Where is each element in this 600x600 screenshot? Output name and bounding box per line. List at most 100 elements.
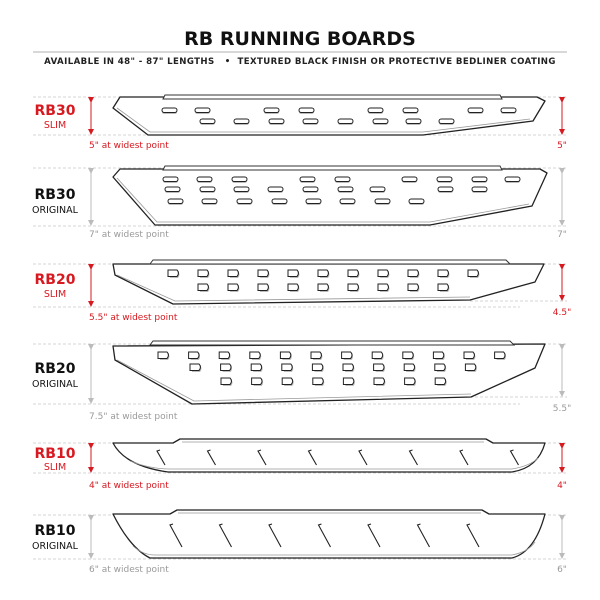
board-slot (401, 176, 418, 182)
board-tread-slash (367, 523, 381, 548)
board-slot (347, 269, 359, 277)
board-slot (249, 351, 261, 359)
page-title: RB RUNNING BOARDS (184, 28, 416, 50)
widest-point-label: 7" at widest point (89, 230, 169, 240)
board-slot (404, 377, 416, 385)
board-tread-slash (358, 449, 368, 466)
board-slot (464, 363, 477, 371)
board-slot (271, 198, 288, 204)
board-slot (334, 176, 351, 182)
board-tread-slash (408, 449, 418, 466)
end-width-label: 4.5" (553, 308, 571, 318)
board-tread-slash (466, 523, 480, 548)
board-outline (112, 168, 548, 226)
board-slot (369, 186, 386, 192)
variant-label: SLIM (44, 289, 66, 300)
board-slot (471, 176, 488, 182)
widest-point-label: 5" at widest point (89, 141, 169, 151)
board-outline (112, 438, 546, 473)
board-slot (407, 269, 419, 277)
board-slot (367, 107, 384, 113)
board-slot (310, 351, 322, 359)
board-slot (189, 363, 201, 371)
board-slot (317, 283, 329, 291)
board-slot (287, 269, 299, 277)
end-width-label: 5" (557, 141, 567, 151)
end-width-label: 4" (557, 481, 567, 491)
model-label: RB30 (35, 187, 76, 203)
board-slot (341, 351, 353, 359)
board-slot (347, 283, 359, 291)
board-slot (403, 363, 416, 371)
board-slot (281, 377, 294, 385)
board-slot (434, 377, 447, 385)
board-slot (317, 269, 329, 277)
board-slot (377, 269, 389, 277)
board-slot (438, 118, 455, 124)
model-label: RB20 (35, 361, 76, 377)
variant-label: ORIGINAL (32, 379, 79, 390)
board-slot (407, 283, 419, 291)
board-slot (231, 176, 248, 182)
board-slot (161, 107, 178, 113)
board-slot (494, 351, 506, 359)
board-slot (250, 363, 263, 371)
model-label: RB20 (35, 272, 76, 288)
board-tread-slash (268, 523, 282, 548)
board-slot (374, 198, 391, 204)
board-slot (437, 283, 449, 291)
board-slot (263, 107, 280, 113)
board-slot (463, 351, 475, 359)
widest-point-label: 7.5" at widest point (89, 412, 178, 422)
board-slot (408, 198, 425, 204)
model-label: RB10 (35, 446, 76, 462)
end-width-label: 6" (557, 565, 567, 575)
board-tread-slash (307, 449, 317, 466)
board-slot (287, 283, 299, 291)
board-slot (402, 107, 419, 113)
board-slot (298, 107, 315, 113)
end-width-label: 5.5" (553, 404, 571, 414)
board-slot (233, 186, 250, 192)
board-slot (437, 186, 454, 192)
board-slot (201, 198, 218, 204)
board-slot (281, 363, 293, 371)
board-rb30-slim: RB30 SLIM 5" at widest point 5" (33, 94, 567, 151)
board-slot (199, 186, 216, 192)
model-label: RB10 (35, 523, 76, 539)
board-slot (342, 363, 354, 371)
model-label: RB30 (35, 103, 76, 119)
board-slot (279, 351, 292, 359)
variant-label: ORIGINAL (32, 541, 79, 552)
board-slot (197, 269, 209, 277)
board-rb10-original: RB10 ORIGINAL 6" at widest point 6" (32, 509, 567, 575)
board-slot (342, 377, 355, 385)
board-slot (471, 186, 488, 192)
board-slot (227, 269, 239, 277)
board-slot (299, 176, 316, 182)
board-slot (302, 118, 319, 124)
board-outline (112, 263, 545, 305)
board-tread-slash (416, 523, 430, 548)
board-slot (197, 283, 209, 291)
board-slot (371, 351, 384, 359)
board-rb20-original: RB20 ORIGINAL 7.5" at widest point 5.5" (32, 340, 571, 422)
board-tread-slash (218, 523, 232, 548)
board-slot (337, 186, 354, 192)
board-rb20-slim: RB20 SLIM 5.5" at widest point 4.5" (33, 259, 571, 323)
board-tread-slash (206, 449, 216, 466)
board-slot (500, 107, 517, 113)
board-slot (434, 363, 446, 371)
board-slot (162, 176, 179, 182)
board-slot (373, 363, 385, 371)
board-tread-slash (459, 449, 469, 466)
board-slot (267, 186, 284, 192)
board-slot (167, 198, 184, 204)
subtitle: AVAILABLE IN 48" - 87" LENGTHS • TEXTURE… (44, 57, 556, 67)
board-slot (339, 198, 356, 204)
board-slot (312, 377, 324, 385)
board-slot (337, 118, 354, 124)
board-tread-slash (317, 523, 331, 548)
board-slot (194, 107, 211, 113)
board-tread-slash (156, 449, 166, 466)
